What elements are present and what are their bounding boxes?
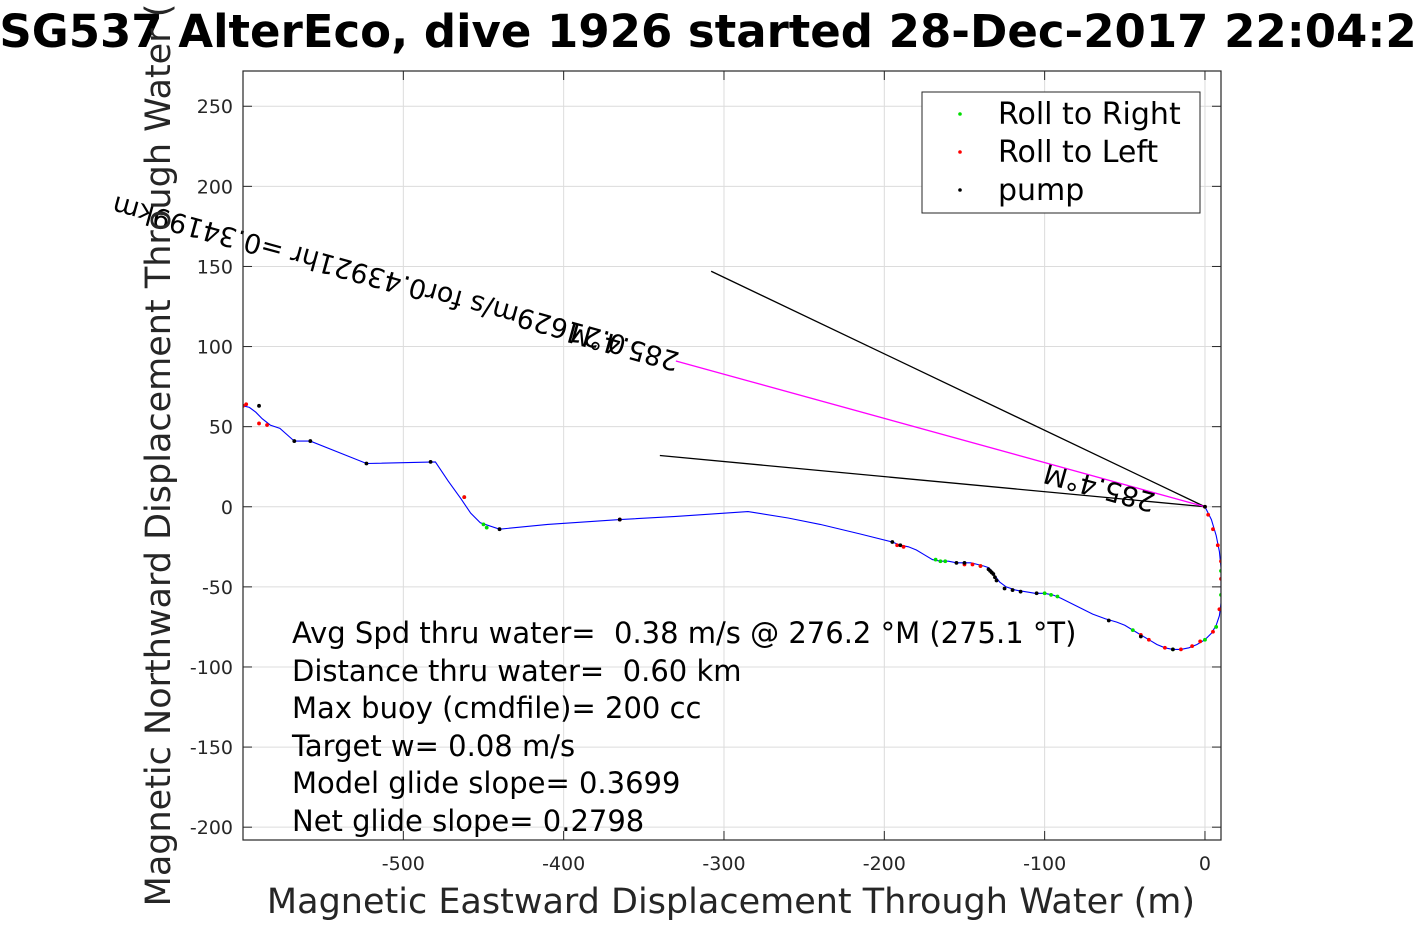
axis-ticks: -500 -400 -300 -200 -100 0 250 200 150 100 50 0 -50 -…	[190, 71, 1221, 875]
pump-point	[1002, 586, 1007, 591]
pump-point	[1171, 647, 1175, 652]
pump-point	[1106, 618, 1111, 623]
legend-box	[921, 91, 1201, 214]
x-tick-label: -100	[1023, 853, 1066, 875]
stat-net-glide-slope: Net glide slope= 0.2798	[292, 804, 644, 838]
pump-point	[954, 560, 959, 565]
roll-right-point	[1214, 625, 1219, 629]
roll-right-point	[1042, 591, 1047, 596]
roll-right-point	[1055, 594, 1060, 599]
plot-markers	[243, 402, 1221, 652]
roll-right-point	[484, 525, 489, 530]
legend-marker-pump	[958, 188, 962, 192]
pump-point	[292, 439, 297, 443]
y-tick-label: 0	[221, 497, 233, 519]
pump-point	[257, 403, 261, 408]
x-tick-label: 0	[1199, 853, 1211, 875]
pump-point	[1203, 504, 1207, 509]
roll-right-point	[943, 559, 948, 564]
pump-point	[1138, 634, 1143, 639]
roll-left-point	[1146, 637, 1151, 642]
y-tick-label: 50	[209, 417, 233, 439]
pump-point	[898, 543, 903, 548]
pump-point	[890, 540, 895, 544]
legend: Roll to Right Roll to Left pump	[921, 91, 1201, 214]
roll-left-point	[1211, 629, 1215, 634]
roll-left-point	[1217, 607, 1221, 612]
y-tick-label: 250	[197, 96, 233, 118]
x-tick-label: -200	[863, 853, 906, 875]
roll-left-point	[1179, 647, 1183, 652]
pump-point	[994, 578, 999, 583]
y-tick-label: -200	[190, 817, 233, 839]
roll-left-point	[978, 564, 983, 568]
roll-left-point	[1162, 645, 1167, 650]
legend-marker-roll-left	[958, 150, 962, 154]
x-tick-label: -300	[702, 853, 745, 875]
stat-max-buoy: Max buoy (cmdfile)= 200 cc	[292, 691, 701, 725]
roll-left-point	[895, 543, 900, 548]
pump-point	[1010, 588, 1015, 592]
pump-point	[428, 460, 433, 464]
y-axis-label: Magnetic Northward Displacement Through …	[139, 4, 179, 907]
pump-point	[1034, 591, 1039, 596]
stat-target-w: Target w= 0.08 m/s	[291, 729, 575, 763]
pump-point	[986, 567, 991, 572]
stat-avg-speed: Avg Spd thru water= 0.38 m/s @ 276.2 °M …	[292, 616, 1076, 650]
x-tick-label: -500	[382, 853, 425, 875]
pump-point	[308, 439, 313, 443]
heading-line	[710, 270, 1206, 508]
pump-point	[497, 527, 502, 532]
y-tick-label: -50	[202, 577, 233, 599]
pump-point	[617, 517, 622, 522]
y-tick-label: 200	[197, 176, 233, 198]
legend-label-pump: pump	[998, 173, 1084, 208]
y-tick-label: 150	[197, 256, 233, 278]
dive-stats-box: Avg Spd thru water= 0.38 m/s @ 276.2 °M …	[291, 616, 1076, 838]
stat-model-glide-slope: Model glide slope= 0.3699	[292, 766, 680, 800]
roll-left-point	[1206, 512, 1211, 517]
pump-point	[364, 461, 369, 466]
roll-left-point	[244, 402, 249, 407]
roll-left-point	[1215, 543, 1220, 548]
y-tick-label: -150	[190, 737, 233, 759]
legend-label-roll-right: Roll to Right	[998, 97, 1181, 132]
roll-left-point	[970, 562, 975, 567]
roll-right-point	[481, 522, 486, 527]
roll-left-point	[901, 544, 906, 549]
roll-left-point	[1211, 527, 1215, 532]
legend-label-roll-left: Roll to Left	[998, 135, 1158, 170]
heading-line	[675, 360, 1206, 508]
roll-left-point	[462, 495, 467, 500]
roll-left-point	[1190, 644, 1195, 649]
roll-right-point	[1049, 592, 1053, 597]
legend-marker-roll-right	[958, 112, 962, 116]
roll-left-point	[1198, 639, 1203, 644]
pump-point	[1018, 589, 1023, 594]
roll-left-point	[257, 421, 261, 426]
y-tick-label: -100	[190, 657, 233, 679]
y-tick-label: 100	[197, 337, 233, 359]
roll-right-point	[938, 559, 943, 564]
x-tick-label: -400	[542, 853, 585, 875]
pump-point	[993, 575, 997, 580]
roll-right-point	[1203, 637, 1207, 642]
roll-left-point	[265, 423, 269, 427]
x-axis-label: Magnetic Eastward Displacement Through W…	[267, 882, 1195, 922]
stat-distance: Distance thru water= 0.60 km	[292, 654, 742, 688]
axes-frame	[242, 70, 1222, 841]
chart-title: SG537 AlterEco, dive 1926 started 28-Dec…	[0, 5, 1417, 58]
pump-point	[962, 560, 967, 565]
roll-right-point	[933, 557, 938, 562]
heading-line	[659, 454, 1206, 508]
roll-right-point	[1130, 628, 1135, 633]
